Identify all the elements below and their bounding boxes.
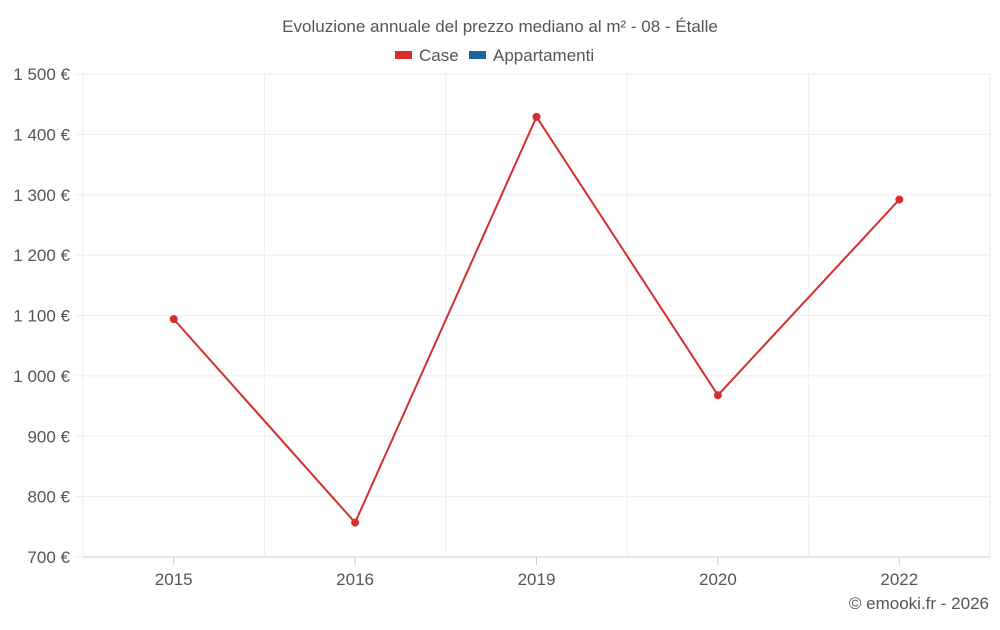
legend-label-appartamenti: Appartamenti (493, 46, 594, 65)
legend-swatch-case (395, 51, 412, 59)
legend-item-appartamenti[interactable]: Appartamenti (469, 46, 594, 65)
data-point-case[interactable] (532, 112, 541, 121)
x-tick-label: 2015 (155, 570, 193, 589)
chart-title: Evoluzione annuale del prezzo mediano al… (282, 17, 718, 36)
data-point-case[interactable] (351, 518, 360, 527)
legend: Case Appartamenti (395, 46, 594, 65)
data-point-case[interactable] (895, 195, 904, 204)
y-tick-label: 1 500 € (13, 65, 70, 84)
x-axis: 2015 2016 2019 2020 2022 (155, 557, 918, 589)
y-tick-label: 1 400 € (13, 125, 70, 144)
legend-swatch-appartamenti (469, 51, 486, 59)
grid (82, 73, 991, 558)
x-tick-label: 2019 (518, 570, 556, 589)
legend-item-case[interactable]: Case (395, 46, 459, 65)
y-tick-label: 1 000 € (13, 367, 70, 386)
x-tick-label: 2016 (336, 570, 374, 589)
legend-label-case: Case (419, 46, 459, 65)
credit-text: © emooki.fr - 2026 (849, 594, 989, 613)
data-point-case[interactable] (169, 315, 178, 324)
y-axis: 700 € 800 € 900 € 1 000 € 1 100 € 1 200 € 1 30… (13, 65, 83, 567)
x-tick-label: 2022 (880, 570, 918, 589)
series-layer (169, 112, 904, 527)
series-line-case (172, 114, 901, 525)
data-point-case[interactable] (713, 391, 722, 400)
y-tick-label: 1 300 € (13, 186, 70, 205)
y-tick-label: 1 200 € (13, 246, 70, 265)
x-tick-label: 2020 (699, 570, 737, 589)
y-tick-label: 900 € (27, 427, 70, 446)
y-tick-label: 1 100 € (13, 307, 70, 326)
y-tick-label: 700 € (27, 548, 70, 567)
y-tick-label: 800 € (27, 488, 70, 507)
